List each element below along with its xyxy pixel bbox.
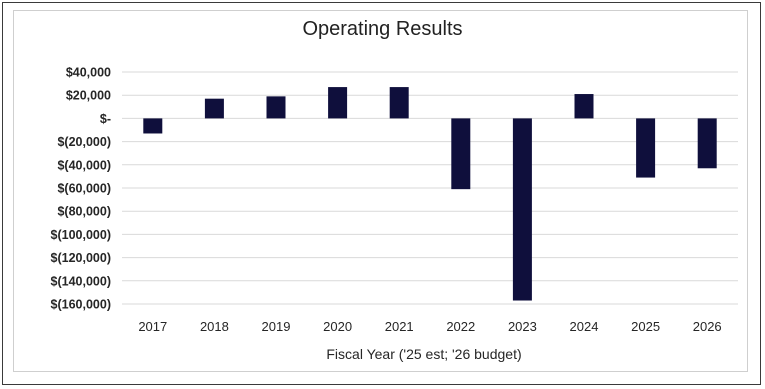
y-tick-label: $(20,000) [57, 135, 111, 149]
x-tick-label: 2026 [693, 319, 722, 334]
x-tick-label: 2019 [262, 319, 291, 334]
bar-2025 [636, 118, 656, 178]
x-axis-label: Fiscal Year ('25 est; '26 budget) [326, 346, 521, 362]
bar-2019 [266, 96, 286, 119]
y-tick-label: $(100,000) [51, 228, 111, 242]
x-tick-label: 2018 [200, 319, 229, 334]
y-tick-label: $(60,000) [57, 182, 111, 196]
x-axis-ticks: 2017 2018 2019 2020 2021 2022 2023 2024 2025 2026 [138, 319, 721, 334]
x-tick-label: 2025 [631, 319, 660, 334]
y-tick-label: $20,000 [66, 89, 111, 103]
chart-area [13, 10, 748, 372]
bar-2020 [328, 87, 348, 119]
bar-2023 [512, 118, 532, 301]
y-axis-ticks: $40,000 $20,000 $- $(20,000) $(40,000) $(60,0… [51, 66, 112, 312]
y-tick-label: $(120,000) [51, 251, 111, 265]
chart-title: Operating Results [302, 18, 463, 40]
x-tick-label: 2020 [323, 319, 352, 334]
x-tick-label: 2024 [570, 319, 599, 334]
x-tick-label: 2023 [508, 319, 537, 334]
bar-2026 [697, 118, 717, 169]
y-tick-label: $(40,000) [57, 158, 111, 172]
bars [143, 87, 717, 301]
bar-2024 [574, 94, 594, 119]
bar-2021 [389, 87, 409, 119]
x-tick-label: 2017 [138, 319, 167, 334]
y-tick-label: $(140,000) [51, 274, 111, 288]
bar-2022 [451, 118, 471, 190]
y-tick-label: $- [100, 112, 111, 126]
bar-2017 [143, 118, 163, 134]
bar-2018 [204, 98, 224, 119]
y-tick-label: $(160,000) [51, 298, 111, 312]
x-tick-label: 2022 [446, 319, 475, 334]
y-tick-label: $(80,000) [57, 205, 111, 219]
y-tick-label: $40,000 [66, 66, 111, 80]
gridlines [122, 71, 738, 305]
x-tick-label: 2021 [385, 319, 414, 334]
